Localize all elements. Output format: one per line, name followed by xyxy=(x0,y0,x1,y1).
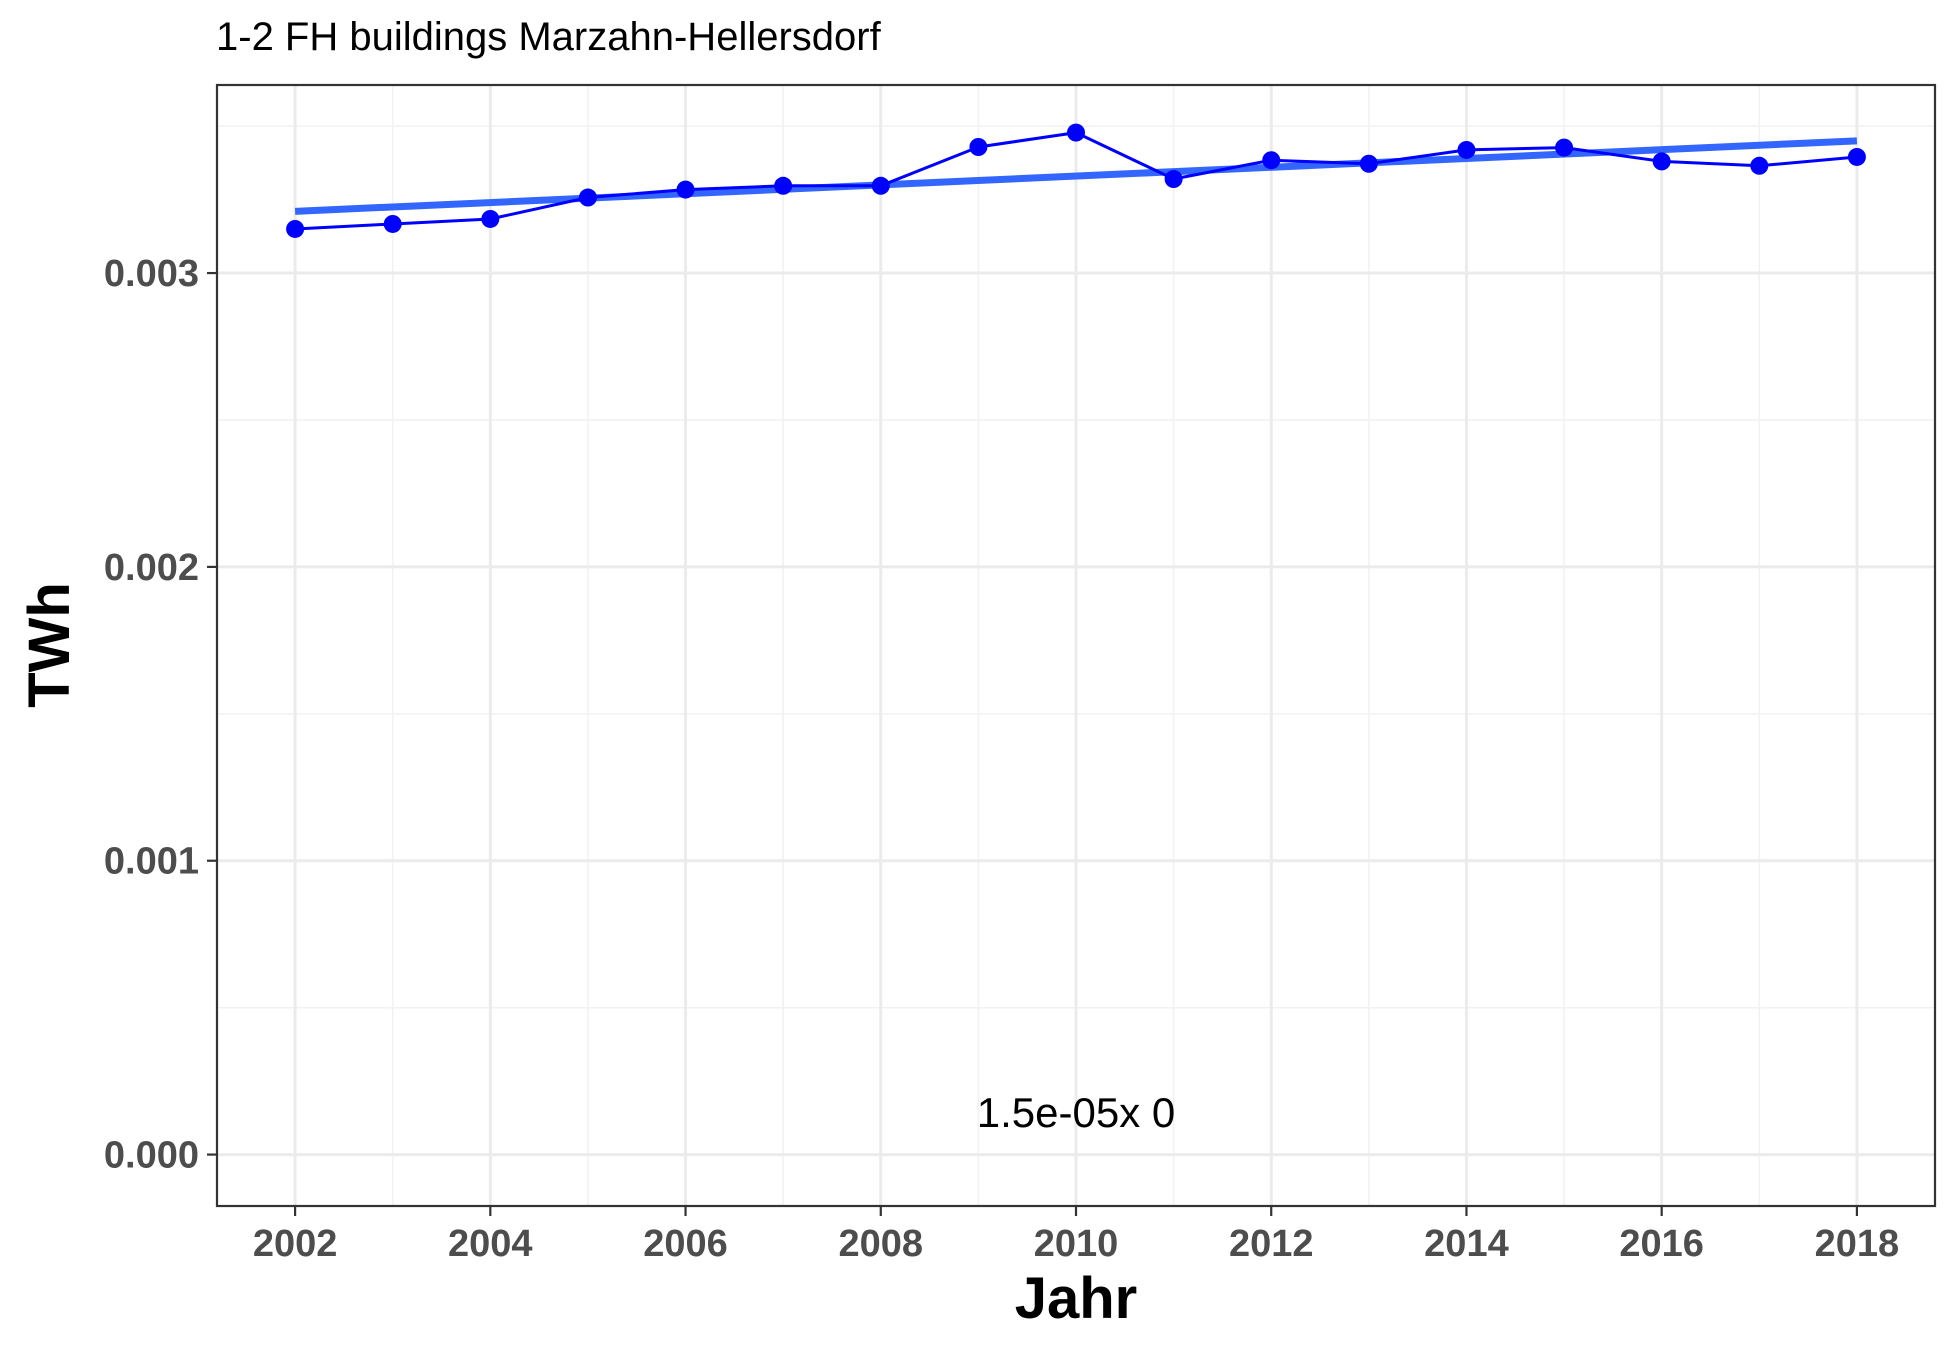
x-axis: 2002 2004 2006 2008 2010 2012 2014 2016 2018 xyxy=(253,1206,1899,1265)
data-point xyxy=(774,176,793,195)
x-tick-label: 2014 xyxy=(1424,1223,1509,1265)
y-axis-label: TWh xyxy=(17,582,82,708)
y-tick-label: 0.001 xyxy=(104,841,199,883)
data-point xyxy=(1555,138,1574,157)
x-tick-label: 2004 xyxy=(448,1223,533,1265)
data-point xyxy=(286,219,305,238)
data-point xyxy=(1262,151,1281,170)
y-axis: 0.000 0.001 0.002 0.003 xyxy=(104,253,217,1177)
data-point xyxy=(1067,123,1085,142)
grid-major xyxy=(217,85,1935,1206)
x-axis-label: Jahr xyxy=(1015,1266,1138,1331)
data-point xyxy=(1750,156,1769,175)
series-layer xyxy=(286,123,1866,238)
data-point xyxy=(969,138,988,157)
y-tick-label: 0.002 xyxy=(104,547,199,589)
data-point xyxy=(1359,154,1378,173)
x-tick-label: 2006 xyxy=(643,1223,728,1265)
data-point xyxy=(578,188,597,207)
data-point xyxy=(1164,170,1183,189)
x-tick-label: 2010 xyxy=(1034,1223,1119,1265)
data-point xyxy=(676,180,695,199)
chart-title: 1-2 FH buildings Marzahn-Hellersdorf xyxy=(216,15,882,59)
data-point xyxy=(1847,147,1866,166)
data-point xyxy=(383,214,402,233)
x-tick-label: 2016 xyxy=(1619,1223,1704,1265)
x-tick-label: 2012 xyxy=(1229,1223,1314,1265)
data-point xyxy=(871,176,890,195)
equation-annotation: 1.5e-05x 0 xyxy=(977,1089,1175,1136)
data-point xyxy=(1457,140,1476,159)
data-point xyxy=(481,209,500,228)
x-tick-label: 2008 xyxy=(838,1223,923,1265)
y-tick-label: 0.003 xyxy=(104,253,199,295)
data-point xyxy=(1652,152,1671,171)
x-tick-label: 2018 xyxy=(1815,1223,1900,1265)
y-tick-label: 0.000 xyxy=(104,1135,199,1177)
x-tick-label: 2002 xyxy=(253,1223,338,1265)
